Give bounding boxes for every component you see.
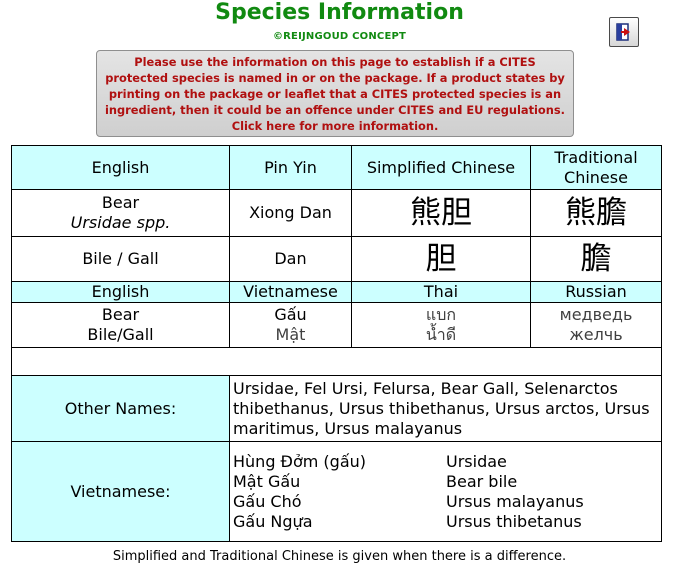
notice-text: Please use the information on this page … (105, 55, 565, 117)
header2-english: English (11, 281, 230, 303)
bile-traditional: 膽 (530, 236, 662, 282)
list-item: Mật Gấu (233, 471, 301, 491)
list-item: Ursus thibetanus (446, 511, 582, 531)
header2-vietnamese: Vietnamese (229, 281, 352, 303)
table-row: Bear Ursidae spp. Xiong Dan 熊胆 熊膽 (11, 189, 662, 237)
bear-english: Bear (101, 193, 140, 212)
table-row: Bile / Gall Dan 胆 膽 (11, 236, 662, 282)
vietnamese-names-left: Hùng Đởm (gấu) Mật Gấu Gấu Chó Gấu Ngựa (233, 452, 446, 532)
other-names-value: Ursidae, Fel Ursi, Felursa, Bear Gall, S… (229, 375, 662, 442)
list-item: Bear bile (446, 471, 518, 491)
row2-thai-bear: แบก (425, 305, 457, 324)
list-item: Hùng Đởm (gấu) (233, 451, 366, 471)
cites-notice: Please use the information on this page … (96, 50, 574, 137)
list-item: Gấu Chó (233, 491, 302, 511)
bear-english-cell: Bear Ursidae spp. (11, 189, 230, 237)
table-header-row: English Pin Yin Simplified Chinese Tradi… (11, 145, 662, 190)
row2-russian-bear: медведь (559, 305, 633, 324)
header-english: English (11, 145, 230, 190)
list-item: Ursidae (446, 451, 507, 471)
bear-latin: Ursidae spp. (70, 213, 171, 232)
list-item: Gấu Ngựa (233, 511, 313, 531)
table-row: Other Names: Ursidae, Fel Ursi, Felursa,… (11, 375, 662, 442)
bear-simplified: 熊胆 (351, 189, 531, 237)
exit-door-icon (616, 23, 630, 41)
header-traditional: Traditional Chinese (530, 145, 662, 190)
species-table: English Pin Yin Simplified Chinese Tradi… (11, 145, 662, 542)
spacer-row (11, 347, 662, 376)
page-title: Species Information (215, 0, 464, 25)
bile-english: Bile / Gall (11, 236, 230, 282)
row2-russian: медведь желчь (530, 302, 662, 348)
bile-pinyin: Dan (229, 236, 352, 282)
row2-vietnamese-bile: Mật (275, 325, 306, 344)
bear-traditional: 熊膽 (530, 189, 662, 237)
table-row: Bear Bile/Gall Gấu Mật แบก น้ำดี медведь… (11, 302, 662, 348)
more-info-link[interactable]: Click here for more information. (231, 119, 439, 133)
row2-vietnamese-bear: Gấu (274, 305, 307, 324)
header-pinyin: Pin Yin (229, 145, 352, 190)
row2-thai-bile: น้ำดี (425, 325, 457, 344)
bear-pinyin: Xiong Dan (229, 189, 352, 237)
row2-vietnamese: Gấu Mật (229, 302, 352, 348)
row2-english-bear: Bear (101, 305, 140, 324)
table-header-row: English Vietnamese Thai Russian (11, 281, 662, 303)
row2-thai: แบก น้ำดี (351, 302, 531, 348)
list-item: Ursus malayanus (446, 491, 584, 511)
exit-button[interactable] (609, 17, 639, 47)
header2-thai: Thai (351, 281, 531, 303)
table-row: Vietnamese: Hùng Đởm (gấu) Mật Gấu Gấu C… (11, 441, 662, 542)
row2-english: Bear Bile/Gall (11, 302, 230, 348)
vietnamese-names: Hùng Đởm (gấu) Mật Gấu Gấu Chó Gấu Ngựa … (229, 441, 662, 542)
other-names-label: Other Names: (11, 375, 230, 442)
footer-note: Simplified and Traditional Chinese is gi… (112, 549, 567, 564)
vietnamese-label: Vietnamese: (11, 441, 230, 542)
row2-russian-bile: желчь (569, 325, 623, 344)
row2-english-bile: Bile/Gall (87, 325, 154, 344)
bile-simplified: 胆 (351, 236, 531, 282)
copyright-label: ©REIJNGOUD CONCEPT (272, 31, 407, 42)
header2-russian: Russian (530, 281, 662, 303)
vietnamese-names-right: Ursidae Bear bile Ursus malayanus Ursus … (446, 452, 642, 532)
header-simplified: Simplified Chinese (351, 145, 531, 190)
